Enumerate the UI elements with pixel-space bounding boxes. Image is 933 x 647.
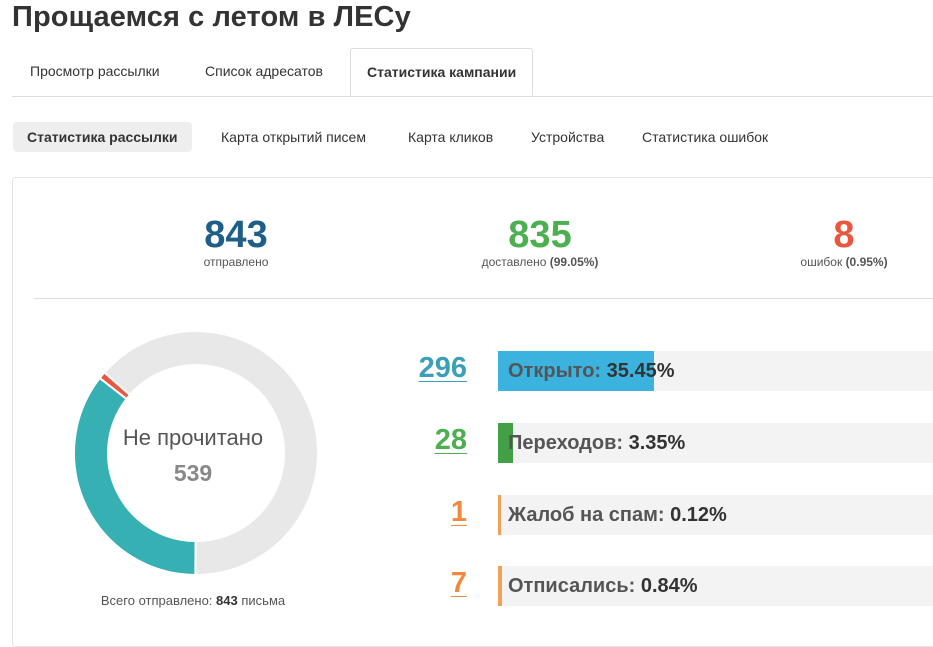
donut-value: 539: [173, 460, 213, 486]
delivered-label: доставлено (99.05%): [440, 255, 640, 269]
unread-donut-chart: [73, 330, 319, 577]
clicks-bar-text: Переходов: 3.35%: [508, 423, 685, 463]
main-tabs: Просмотр рассылки Список адресатов Стати…: [12, 48, 933, 97]
spam-pct: 0.12%: [670, 504, 727, 526]
divider: [34, 298, 933, 299]
total-sent-text: Всего отправлено:: [100, 593, 213, 608]
summary-delivered: 835 доставлено (99.05%): [440, 213, 640, 269]
opened-pct: 35.45%: [606, 360, 675, 382]
subtab-open-map[interactable]: Карта открытий писем: [221, 129, 366, 145]
opened-count-link[interactable]: 296: [418, 352, 467, 384]
sent-count: 843: [204, 214, 268, 256]
page-title: Прощаемся с летом в ЛЕСу: [12, 1, 411, 33]
donut-label: Не прочитано: [122, 425, 264, 450]
unsubscribed-count-link[interactable]: 7: [450, 567, 467, 599]
errors-label: ошибок (0.95%): [744, 255, 933, 269]
sent-label: отправлено: [203, 255, 269, 269]
summary-errors: 8 ошибок (0.95%): [744, 213, 933, 269]
subtab-devices[interactable]: Устройства: [531, 129, 605, 145]
subtab-error-stats[interactable]: Статистика ошибок: [642, 129, 769, 145]
tab-recipients[interactable]: Список адресатов: [205, 63, 323, 79]
total-sent-value: 843: [216, 593, 238, 608]
spam-bar-fill: [498, 495, 501, 535]
opened-bar: Открыто: 35.45%: [498, 351, 933, 391]
stat-row-clicks: 28 Переходов: 3.35%: [400, 422, 933, 463]
opened-bar-fill: [498, 351, 654, 391]
spam-bar-text: Жалоб на спам: 0.12%: [508, 495, 727, 535]
errors-label-text: ошибок: [800, 255, 843, 269]
spam-label: Жалоб на спам:: [508, 504, 665, 526]
errors-pct: (0.95%): [845, 255, 888, 269]
errors-count: 8: [833, 214, 855, 256]
donut-segment-unread: [102, 330, 319, 576]
clicks-pct: 3.35%: [628, 432, 686, 454]
total-sent-unit: письма: [241, 593, 286, 608]
unsubscribed-bar-text: Отписались: 0.84%: [508, 566, 698, 606]
clicks-bar: Переходов: 3.35%: [498, 423, 933, 463]
spam-count-link[interactable]: 1: [450, 496, 467, 528]
tab-preview[interactable]: Просмотр рассылки: [30, 63, 160, 79]
stat-row-spam: 1 Жалоб на спам: 0.12%: [400, 494, 933, 535]
tab-campaign-stats[interactable]: Статистика кампании: [350, 48, 534, 96]
unsubscribed-bar-fill: [498, 566, 502, 606]
spam-bar: Жалоб на спам: 0.12%: [498, 495, 933, 535]
delivered-pct: (99.05%): [549, 255, 599, 269]
opened-label: Открыто:: [508, 360, 602, 382]
subtab-mailing-stats[interactable]: Статистика рассылки: [13, 122, 192, 152]
clicks-label: Переходов:: [508, 432, 624, 454]
clicks-bar-fill: [498, 423, 513, 463]
unsubscribed-bar: Отписались: 0.84%: [498, 566, 933, 606]
delivered-label-text: доставлено: [481, 255, 547, 269]
summary-sent: 843 отправлено: [136, 213, 336, 269]
opened-bar-text: Открыто: 35.45%: [508, 351, 674, 391]
unsubscribed-label: Отписались:: [508, 575, 636, 597]
stat-row-unsubscribed: 7 Отписались: 0.84%: [400, 565, 933, 606]
clicks-count-link[interactable]: 28: [434, 424, 467, 456]
stat-row-opened: 296 Открыто: 35.45%: [400, 350, 933, 391]
delivered-count: 835: [508, 214, 572, 256]
unsubscribed-pct: 0.84%: [640, 575, 698, 597]
subtab-click-map[interactable]: Карта кликов: [408, 129, 494, 145]
total-sent: Всего отправлено: 843 письма: [62, 593, 324, 608]
